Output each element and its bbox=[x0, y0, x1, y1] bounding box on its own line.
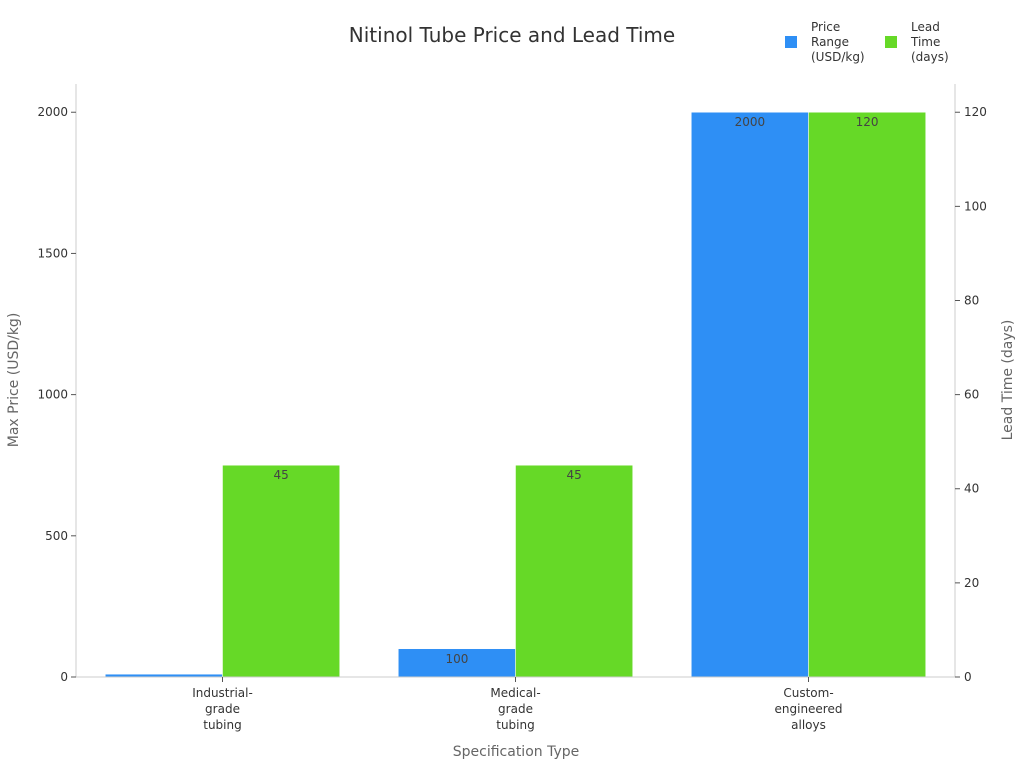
x-tick-label: Custom-engineered alloys bbox=[775, 686, 843, 732]
y-right-tick-label: 120 bbox=[964, 105, 987, 119]
y-right-tick-label: 100 bbox=[964, 199, 987, 213]
left-axis: 0 500 1000 1500 2000 bbox=[37, 84, 77, 684]
y-tick-label: 1000 bbox=[37, 388, 68, 402]
x-tick-label: Medical-grade tubing bbox=[490, 686, 540, 732]
y-right-tick-label: 40 bbox=[964, 482, 979, 496]
bar-value-label: 120 bbox=[856, 115, 879, 129]
bar-value-label: 2000 bbox=[735, 115, 766, 129]
legend-label: Lead Time (days) bbox=[910, 20, 949, 64]
y-right-tick-label: 0 bbox=[964, 670, 972, 684]
y-tick-label: 500 bbox=[45, 529, 68, 543]
chart-title: Nitinol Tube Price and Lead Time bbox=[349, 23, 675, 47]
bar-value-label: 100 bbox=[445, 652, 468, 666]
y-right-tick-label: 60 bbox=[964, 388, 979, 402]
y-tick-label: 0 bbox=[60, 670, 68, 684]
bar-value-label: 45 bbox=[566, 468, 581, 482]
x-axis-title: Specification Type bbox=[453, 744, 580, 760]
bar-labels: 100 2000 45 45 120 bbox=[273, 115, 878, 666]
y-tick-label: 1500 bbox=[37, 246, 68, 260]
y-right-tick-label: 20 bbox=[964, 576, 979, 590]
bar bbox=[808, 111, 926, 678]
legend: Price Range (USD/kg) Lead Time (days) bbox=[785, 20, 949, 64]
bar bbox=[222, 464, 340, 678]
legend-label: Price Range (USD/kg) bbox=[811, 20, 865, 64]
y-tick-label: 2000 bbox=[37, 105, 68, 119]
x-tick-label: Industrial-grade tubing bbox=[192, 686, 253, 732]
bar-value-label: 45 bbox=[273, 468, 288, 482]
bar bbox=[398, 648, 516, 678]
right-axis: 0 20 40 60 80 100 120 bbox=[954, 84, 987, 684]
y-axis-title: Max Price (USD/kg) bbox=[6, 313, 22, 448]
y-right-axis-title: Lead Time (days) bbox=[1000, 320, 1016, 441]
legend-swatch bbox=[885, 36, 897, 48]
bar bbox=[691, 111, 809, 678]
bars bbox=[105, 111, 926, 678]
y-right-tick-label: 80 bbox=[964, 293, 979, 307]
legend-swatch bbox=[785, 36, 797, 48]
bar bbox=[515, 464, 633, 678]
x-axis: Industrial-grade tubing Medical-grade tubin… bbox=[192, 677, 842, 732]
